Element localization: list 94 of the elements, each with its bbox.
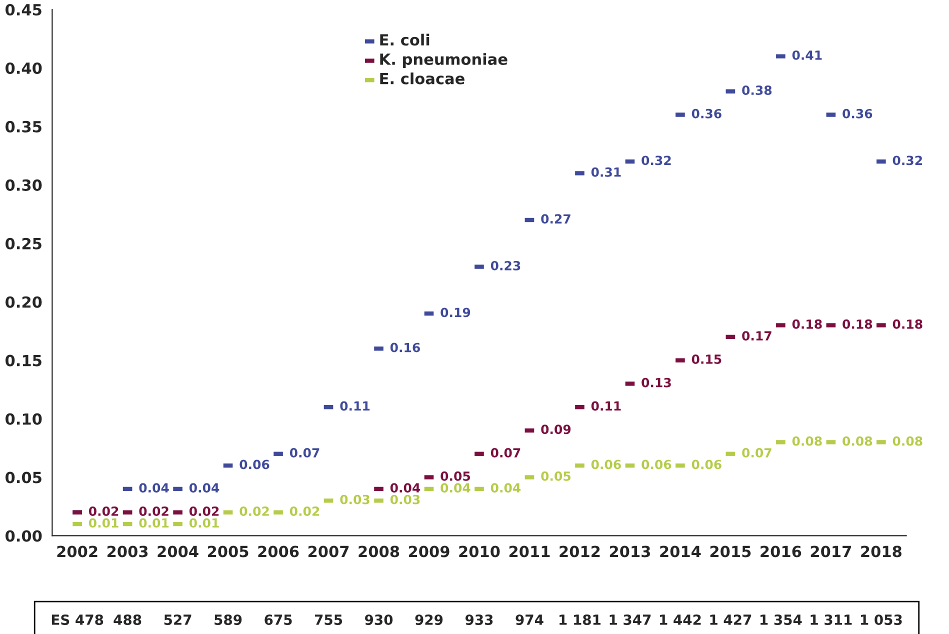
legend-label: E. coli <box>380 34 430 46</box>
data-label: 0.05 <box>440 471 470 481</box>
legend-label: K. pneumoniae <box>380 53 508 68</box>
x-tick-label: 2017 <box>810 546 851 558</box>
text: 974 <box>516 614 544 626</box>
data-label: 0.01 <box>139 518 169 528</box>
text: 930 <box>364 614 393 626</box>
text: 755 <box>314 614 342 626</box>
data-label: 0.32 <box>892 156 922 166</box>
data-label: 0.36 <box>842 108 872 118</box>
x-tick-label: 2015 <box>710 546 751 558</box>
data-label: 0.08 <box>792 436 822 446</box>
x-tick-label: 2006 <box>258 546 299 558</box>
text: 488 <box>114 614 142 626</box>
x-tick-label: 2002 <box>57 546 98 558</box>
data-label: 0.04 <box>440 483 470 493</box>
data-label: 0.08 <box>892 436 922 446</box>
data-label: 0.18 <box>892 319 922 329</box>
x-tick-label: 2005 <box>208 546 248 558</box>
data-label: 0.06 <box>692 460 722 470</box>
data-label: 0.06 <box>591 460 621 470</box>
data-label: 0.02 <box>240 506 269 516</box>
data-label: 0.07 <box>742 448 772 458</box>
text: 589 <box>214 614 242 626</box>
y-tick-label: 0.00 <box>6 530 42 542</box>
data-label: 0.15 <box>692 354 722 364</box>
data-label: 0.27 <box>541 214 570 224</box>
legend-label: E. cloacae <box>380 72 464 84</box>
data-label: 0.04 <box>490 483 521 493</box>
data-label: 0.23 <box>490 260 520 270</box>
x-tick-label: 2012 <box>560 546 600 558</box>
data-label: 0.17 <box>742 331 772 341</box>
data-label: 0.18 <box>792 319 822 329</box>
text: 675 <box>264 614 292 626</box>
x-tick-label: 2004 <box>158 546 198 558</box>
data-label: 0.11 <box>340 401 370 411</box>
data-label: 0.06 <box>240 460 270 470</box>
text: 1 347 <box>610 614 651 626</box>
y-tick-label: 0.20 <box>6 296 42 308</box>
data-label: 0.02 <box>290 506 320 516</box>
data-label: 0.04 <box>189 483 220 493</box>
data-label: 0.02 <box>189 506 219 516</box>
data-label: 0.36 <box>692 108 722 118</box>
data-label: 0.02 <box>139 506 168 516</box>
data-label: 0.02 <box>88 506 118 516</box>
text: 929 <box>415 614 443 626</box>
y-tick-label: 0.15 <box>6 354 42 366</box>
text: 1 442 <box>660 614 701 625</box>
data-label: 0.01 <box>88 518 118 528</box>
text: 1 354 <box>760 614 802 626</box>
data-label: 0.11 <box>591 401 621 411</box>
data-label: 0.08 <box>842 436 872 446</box>
x-tick-label: 2018 <box>861 546 902 558</box>
data-label: 0.04 <box>139 483 169 493</box>
x-tick-label: 2016 <box>760 546 802 558</box>
data-label: 0.31 <box>591 167 621 177</box>
text: 1 053 <box>860 614 902 626</box>
y-tick-label: 0.40 <box>6 62 42 74</box>
data-label: 0.41 <box>792 50 822 60</box>
data-label: 0.05 <box>541 471 571 481</box>
y-tick-label: 0.10 <box>6 413 42 425</box>
text: 1 311 <box>810 614 852 626</box>
x-tick-label: 2003 <box>108 546 148 558</box>
data-label: 0.32 <box>642 156 671 166</box>
data-label: 0.38 <box>742 86 772 95</box>
text: 1 427 <box>710 614 752 625</box>
data-label: 0.03 <box>390 494 420 504</box>
x-tick-label: 2014 <box>660 546 701 558</box>
x-tick-label: 2009 <box>408 546 450 558</box>
data-label: 0.13 <box>642 378 671 388</box>
data-label: 0.03 <box>340 494 370 504</box>
y-tick-label: 0.35 <box>6 120 42 132</box>
data-label: 0.04 <box>390 483 420 493</box>
data-label: 0.07 <box>490 448 520 458</box>
text: 1 181 <box>560 614 601 626</box>
y-tick-label: 0.25 <box>6 238 42 250</box>
y-tick-label: 0.05 <box>6 472 42 484</box>
data-label: 0.16 <box>390 342 420 352</box>
data-label: 0.18 <box>842 319 872 329</box>
x-tick-label: 2007 <box>308 546 349 558</box>
y-tick-label: 0.45 <box>6 4 42 16</box>
data-label: 0.06 <box>642 460 672 470</box>
data-label: 0.19 <box>440 308 470 318</box>
text: ES 478 <box>52 614 104 626</box>
x-tick-label: 2008 <box>358 546 400 558</box>
data-label: 0.01 <box>189 518 219 528</box>
y-tick-label: 0.30 <box>6 179 42 191</box>
x-tick-label: 2011 <box>509 546 550 558</box>
x-tick-label: 2010 <box>459 546 500 558</box>
text: 527 <box>164 614 192 626</box>
data-label: 0.07 <box>290 448 320 458</box>
text: 933 <box>465 614 493 626</box>
data-label: 0.09 <box>541 424 571 434</box>
x-tick-label: 2013 <box>610 546 650 558</box>
